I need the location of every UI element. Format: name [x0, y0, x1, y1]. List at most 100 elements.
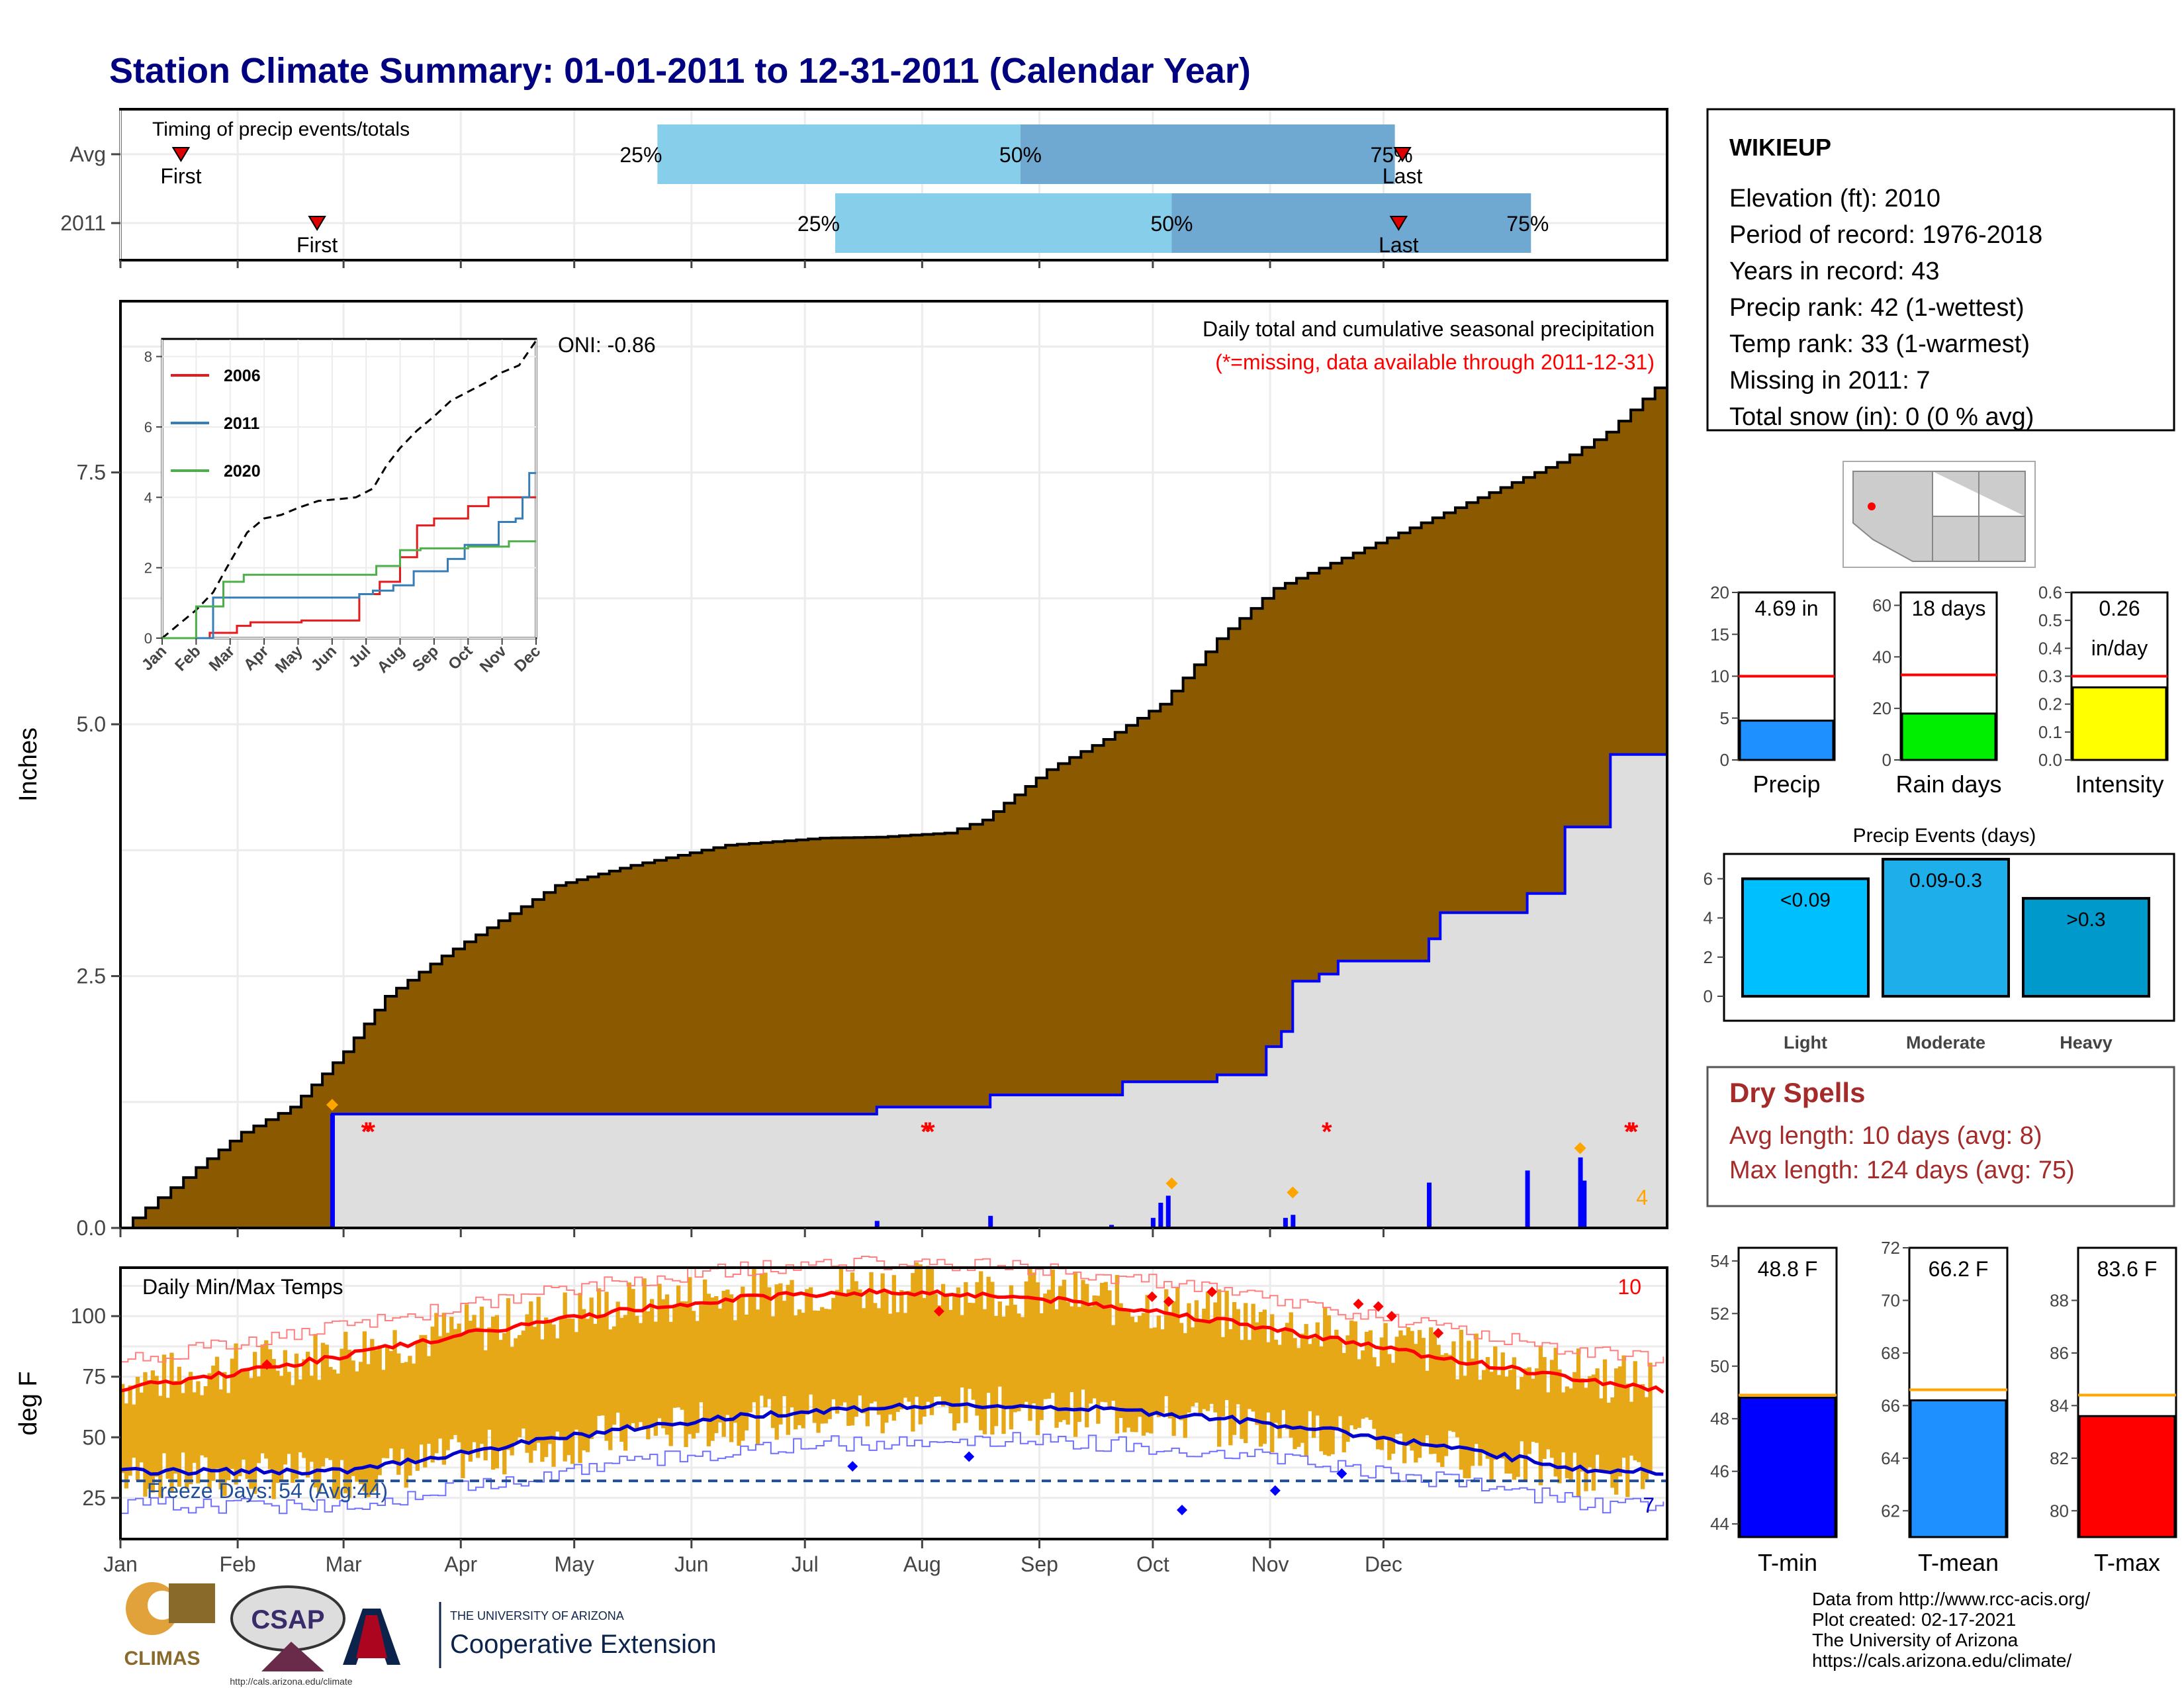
- daily-temp-range-bar: [631, 1289, 635, 1423]
- daily-temp-range-bar: [1372, 1357, 1377, 1429]
- temp-bar-tick-label: 46: [1710, 1462, 1729, 1481]
- daily-temp-range-bar: [1138, 1315, 1142, 1417]
- daily-temp-range-bar: [831, 1297, 836, 1399]
- daily-temp-range-bar: [298, 1379, 302, 1452]
- daily-temp-range-bar: [623, 1315, 628, 1451]
- daily-temp-range-bar: [430, 1327, 435, 1463]
- daily-temp-range-bar: [1546, 1392, 1551, 1450]
- climas-logo-text: CLIMAS: [124, 1648, 201, 1669]
- precip-event-category: Light: [1784, 1033, 1827, 1053]
- daily-temp-range-bar: [1523, 1368, 1528, 1480]
- inset-y-tick-label: 8: [144, 349, 152, 365]
- precip-event-bar: [1741, 877, 1870, 998]
- daily-temp-range-bar: [181, 1393, 185, 1453]
- daily-temp-range-bar: [1244, 1303, 1248, 1444]
- daily-temp-range-bar: [1183, 1333, 1187, 1438]
- daily-temp-range-bar: [570, 1318, 575, 1464]
- daily-temp-range-bar: [990, 1282, 995, 1435]
- daily-temp-range-bar: [1463, 1376, 1467, 1478]
- timing-bar-50-75: [1020, 124, 1395, 184]
- daily-temp-range-bar: [404, 1362, 408, 1488]
- ua-logo: THE UNIVERSITY OF ARIZONA Cooperative Ex…: [343, 1602, 716, 1668]
- daily-temp-range-bar: [1145, 1295, 1150, 1432]
- precip-event-y-tick-label: 4: [1704, 908, 1713, 928]
- daily-temp-range-bar: [543, 1317, 549, 1458]
- daily-temp-range-bar: [1641, 1384, 1645, 1489]
- daily-precip-bar: [1283, 1217, 1288, 1228]
- daily-temp-range-bar: [536, 1297, 541, 1443]
- daily-temp-range-bar: [150, 1370, 156, 1493]
- daily-temp-range-bar: [1394, 1336, 1399, 1434]
- daily-temp-range-bar: [1584, 1387, 1588, 1491]
- daily-temp-range-bar: [305, 1351, 310, 1478]
- station-info-line: Precip rank: 42 (1-wettest): [1729, 294, 2025, 322]
- daily-temp-range-bar: [794, 1315, 798, 1430]
- station-info-line: Years in record: 43: [1729, 258, 1940, 285]
- daily-temp-range-bar: [582, 1309, 586, 1450]
- avg-min-line: [120, 1401, 1664, 1476]
- daily-temp-range-bar: [1043, 1293, 1048, 1399]
- daily-temp-range-bar: [1088, 1306, 1093, 1404]
- daily-temp-range-bar: [1549, 1360, 1555, 1458]
- daily-temp-range-bar: [1054, 1309, 1059, 1428]
- daily-temp-range-bar: [1251, 1303, 1255, 1412]
- daily-temp-range-bar: [510, 1346, 514, 1456]
- daily-temp-range-bar: [1167, 1313, 1173, 1419]
- daily-temp-range-bar: [971, 1303, 976, 1400]
- temp-bar-tick-label: 72: [1881, 1238, 1900, 1258]
- mini-bar-value: 18 days: [1911, 596, 1985, 620]
- daily-temp-range-bar: [907, 1291, 911, 1402]
- daily-temp-range-bar: [1553, 1348, 1558, 1477]
- temp-bar-label: T-mean: [1918, 1549, 1999, 1576]
- daily-temp-range-bar: [1504, 1376, 1509, 1474]
- precip-event-y-tick-label: 2: [1704, 947, 1713, 967]
- temp-bar-tick-label: 86: [2050, 1343, 2069, 1363]
- daily-temp-range-bar: [661, 1299, 666, 1429]
- temp-bar-fill: [1909, 1399, 2007, 1538]
- precip-event-bar: [1882, 857, 2010, 998]
- daily-temp-range-bar: [695, 1321, 700, 1433]
- mini-bar-tick-label: 0.0: [2038, 750, 2062, 770]
- daily-precip-bar: [330, 1114, 335, 1228]
- daily-precip-bar: [1578, 1157, 1583, 1228]
- daily-temp-range-bar: [347, 1349, 352, 1498]
- daily-temp-range-bar: [1459, 1329, 1464, 1470]
- daily-temp-range-bar: [1440, 1354, 1445, 1468]
- daily-temp-range-bar: [1364, 1331, 1369, 1418]
- daily-temp-range-bar: [457, 1323, 461, 1442]
- daily-temp-range-bar: [1099, 1283, 1105, 1402]
- daily-temp-range-bar: [767, 1287, 772, 1399]
- daily-temp-range-bar: [1425, 1370, 1430, 1436]
- precip-y-label: Inches: [15, 727, 42, 802]
- temp-bar-value: 83.6 F: [2097, 1257, 2158, 1281]
- record-temp-marker: [933, 1305, 944, 1317]
- daily-temp-range-bar: [1330, 1337, 1335, 1454]
- daily-temp-range-bar: [1508, 1370, 1513, 1474]
- precip-y-tick-label: 0.0: [77, 1216, 106, 1240]
- daily-temp-range-bar: [672, 1305, 677, 1408]
- daily-temp-range-bar: [1542, 1357, 1547, 1459]
- daily-temp-range-bar: [1338, 1338, 1343, 1417]
- station-location-dot: [1868, 502, 1876, 510]
- daily-temp-range-bar: [1232, 1301, 1237, 1435]
- temp-bar-tick-label: 70: [1881, 1290, 1900, 1310]
- month-tick-label: Jan: [103, 1552, 138, 1576]
- mini-bar-tick-label: 60: [1872, 595, 1891, 615]
- temp-y-tick-label: 50: [82, 1425, 106, 1449]
- daily-temp-range-bar: [514, 1338, 518, 1442]
- daily-temp-range-bar: [328, 1367, 333, 1460]
- temp-count-top: 10: [1617, 1275, 1641, 1299]
- station-info-line: Total snow (in): 0 (0 % avg): [1729, 403, 2034, 431]
- precip-y-tick-label: 7.5: [77, 461, 106, 485]
- record-temp-marker: [1373, 1301, 1384, 1312]
- timing-bar-50-75: [1171, 193, 1531, 253]
- daily-temp-range-bar: [1073, 1272, 1078, 1437]
- temp-bar-tick-label: 48: [1710, 1409, 1729, 1429]
- daily-temp-range-bar: [366, 1364, 371, 1497]
- daily-temp-range-bar: [982, 1309, 987, 1434]
- daily-temp-range-bar: [302, 1359, 306, 1458]
- temp-bar-value: 48.8 F: [1758, 1257, 1818, 1281]
- inset-series-2020: [162, 540, 536, 639]
- daily-temp-range-bar: [1565, 1386, 1570, 1479]
- daily-temp-range-bar: [1410, 1331, 1414, 1451]
